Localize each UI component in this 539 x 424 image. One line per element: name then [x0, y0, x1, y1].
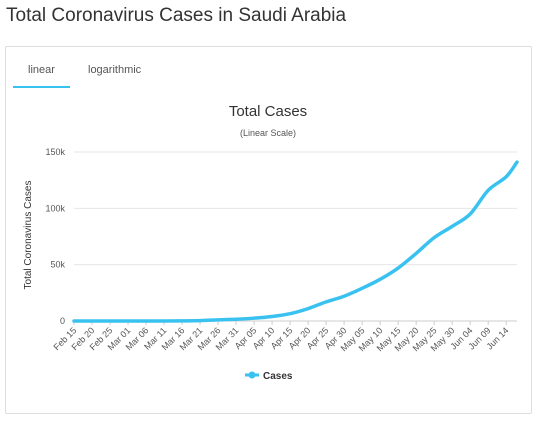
- y-tick-label: 50k: [50, 260, 65, 270]
- grid-lines: [74, 151, 517, 322]
- legend[interactable]: Cases: [245, 371, 293, 382]
- series-lines: [72, 160, 519, 323]
- chart-subtitle: (Linear Scale): [240, 128, 296, 138]
- series-line-cases[interactable]: [72, 160, 519, 323]
- page-title: Total Coronavirus Cases in Saudi Arabia: [6, 5, 347, 26]
- y-tick-labels: 0 50k 100k 150k: [45, 147, 65, 326]
- y-axis-label: Total Coronavirus Cases: [23, 181, 34, 290]
- active-tab-indicator: [13, 86, 70, 88]
- legend-dot-cases: [248, 371, 256, 379]
- tab-logarithmic[interactable]: logarithmic: [88, 64, 142, 76]
- y-tick-label: 0: [60, 316, 65, 326]
- chart-title: Total Cases: [229, 103, 307, 120]
- total-cases-chart: Total Cases (Linear Scale) Total Coronav…: [23, 103, 519, 382]
- tab-linear[interactable]: linear: [28, 64, 55, 76]
- chart-panel: linear logarithmic Total Cases (Linear S…: [5, 46, 532, 414]
- y-tick-label: 100k: [45, 203, 65, 213]
- y-tick-label: 150k: [45, 147, 65, 157]
- legend-label-cases[interactable]: Cases: [263, 371, 293, 382]
